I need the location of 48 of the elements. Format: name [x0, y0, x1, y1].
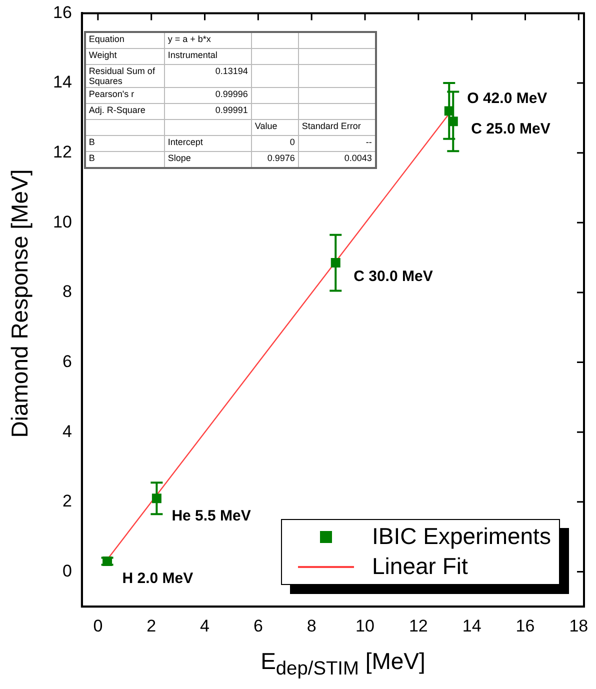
annotation: Instrumental: [164, 48, 252, 65]
annotation: B: [84, 136, 164, 152]
annotation: Pearson's r: [84, 88, 164, 104]
y-tick-label: 14: [52, 72, 72, 92]
y-axis-title: Diamond Response [MeV]: [6, 168, 34, 440]
x-tick-label: 6: [253, 616, 263, 636]
y-tick-label: 4: [62, 422, 72, 441]
annotation: C 30.0 MeV: [354, 268, 433, 285]
x-tick-label: 14: [462, 616, 482, 636]
annotation: 0.99991: [164, 104, 252, 120]
legend-label: Linear Fit: [372, 553, 468, 580]
annotation: O 42.0 MeV: [467, 90, 548, 107]
x-tick-label: 18: [569, 616, 588, 636]
annotation: He 5.5 MeV: [172, 507, 251, 524]
y-tick-label: 2: [62, 492, 72, 511]
annotation: 0.99996: [164, 88, 252, 104]
y-tick-label: 10: [52, 212, 72, 232]
x-tick-label: 8: [306, 616, 316, 636]
annotation: Equation: [84, 32, 164, 49]
annotation: Standard Error: [298, 120, 376, 136]
legend-label: IBIC Experiments: [372, 523, 551, 550]
x-tick-label: 12: [408, 616, 428, 636]
x-tick-label: 10: [356, 616, 374, 636]
x-tick-label: 0: [93, 616, 103, 636]
annotation: Adj. R-Square: [84, 104, 164, 120]
y-tick-label: 0: [62, 561, 72, 580]
annotation: Weight: [84, 48, 164, 65]
x-tick-label: 16: [516, 616, 535, 636]
annotation: Slope: [164, 152, 252, 168]
annotation: 0.9976: [251, 152, 298, 168]
annotation: 0: [251, 136, 298, 152]
annotation: C 25.0 MeV: [471, 120, 550, 138]
annotation: Intercept: [164, 136, 252, 152]
y-tick-label: 6: [62, 352, 72, 371]
annotation: Value: [251, 120, 298, 136]
annotation: --: [298, 136, 376, 152]
y-tick-label: 16: [52, 2, 72, 22]
y-tick-label: 12: [52, 142, 72, 162]
x-axis-title: E$_{dep/STIM}$ [MeV]: [260, 648, 426, 681]
annotation: 0.13194: [164, 64, 252, 88]
annotation: 0.0043: [298, 152, 376, 168]
annotation: B: [84, 152, 164, 168]
annotation: H 2.0 MeV: [122, 570, 194, 588]
annotation: y = a + b*x: [164, 32, 252, 49]
annotation: Residual Sum of Squares: [84, 64, 164, 88]
x-tick-label: 4: [200, 616, 210, 636]
x-tick-label: 2: [146, 616, 156, 636]
y-tick-label: 8: [62, 282, 72, 302]
